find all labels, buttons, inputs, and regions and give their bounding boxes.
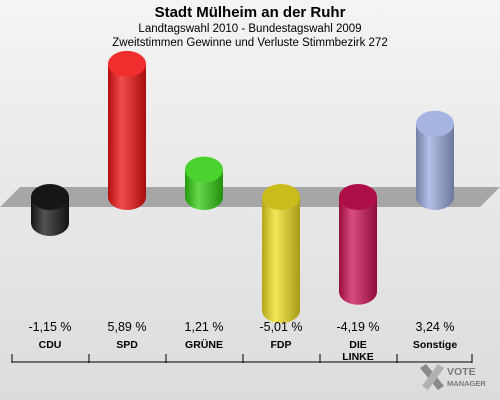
bar-top-cap xyxy=(416,110,454,137)
bar-sonstige xyxy=(416,110,454,210)
bar-cdu xyxy=(31,184,69,236)
value-label: 5,89 % xyxy=(108,320,147,334)
bar-bottom-cap xyxy=(262,297,300,324)
bar-top-cap xyxy=(339,184,377,210)
bar-bottom-cap xyxy=(31,209,69,236)
bar-body xyxy=(339,197,377,292)
bar-spd xyxy=(108,50,146,210)
chart-header: Stadt Mülheim an der Ruhr Landtagswahl 2… xyxy=(0,4,500,50)
chart-subtitle-district: Zweitstimmen Gewinne und Verluste Stimmb… xyxy=(112,37,388,49)
category-label: SPD xyxy=(116,339,138,351)
category-label: CDU xyxy=(39,339,62,351)
bar-top-cap xyxy=(31,184,69,210)
category-label: DIE xyxy=(349,339,367,351)
value-label: 1,21 % xyxy=(185,320,224,334)
bar-die-linke xyxy=(339,184,377,305)
bar-grüne xyxy=(185,156,223,210)
bar-top-cap xyxy=(262,184,300,210)
value-label: 3,24 % xyxy=(416,320,455,334)
category-label: GRÜNE xyxy=(185,338,223,351)
category-label: Sonstige xyxy=(413,339,457,351)
logo-text-manager: MANAGER xyxy=(447,379,486,388)
chart-title: Stadt Mülheim an der Ruhr xyxy=(154,4,346,21)
bar-bottom-cap xyxy=(185,184,223,210)
bar-body xyxy=(262,197,300,311)
bar-top-cap xyxy=(185,156,223,183)
bar-bottom-cap xyxy=(339,278,377,305)
bar-fdp xyxy=(262,184,300,324)
bar-bottom-cap xyxy=(416,184,454,210)
value-label: -1,15 % xyxy=(28,320,71,334)
value-label: -5,01 % xyxy=(259,320,302,334)
logo-text-vote: VOTE xyxy=(447,366,476,378)
value-label: -4,19 % xyxy=(336,320,379,334)
vote-manager-logo: VOTE MANAGER xyxy=(418,361,494,396)
category-label: FDP xyxy=(271,339,292,351)
chart-subtitle-election: Landtagswahl 2010 - Bundestagswahl 2009 xyxy=(138,23,362,35)
bar-bottom-cap xyxy=(108,184,146,210)
category-label: LINKE xyxy=(342,351,374,363)
bar-top-cap xyxy=(108,50,146,77)
vote-manager-logo-graphic: VOTE MANAGER xyxy=(420,364,486,390)
bar-body xyxy=(108,63,146,197)
